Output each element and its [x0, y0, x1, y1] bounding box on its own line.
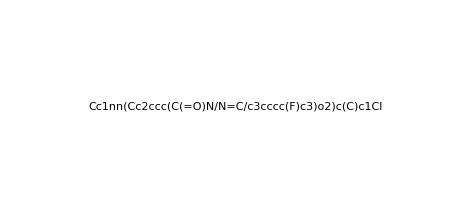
Text: Cc1nn(Cc2ccc(C(=O)N/N=C/c3cccc(F)c3)o2)c(C)c1Cl: Cc1nn(Cc2ccc(C(=O)N/N=C/c3cccc(F)c3)o2)c… — [89, 102, 383, 111]
